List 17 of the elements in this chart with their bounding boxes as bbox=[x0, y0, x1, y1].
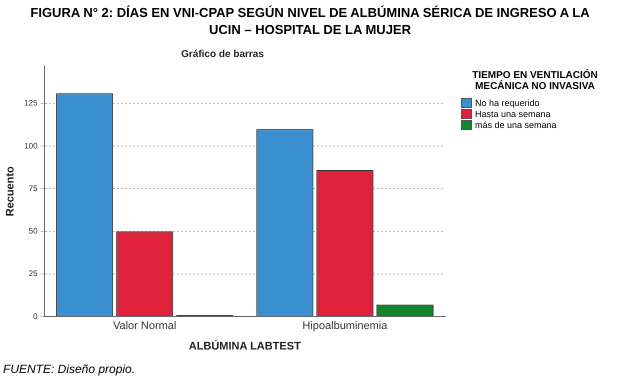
source-note: FUENTE: Diseño propio. bbox=[3, 362, 136, 376]
legend-label: Hasta una semana bbox=[475, 109, 551, 119]
legend-title: TIEMPO EN VENTILACIÓN MECÁNICA NO INVASIVA bbox=[471, 70, 599, 92]
chart-subtitle: Gráfico de barras bbox=[181, 48, 264, 60]
y-tick-label: 100 bbox=[24, 141, 38, 150]
y-tick-label: 0 bbox=[33, 312, 38, 321]
x-tick-label: Valor Normal bbox=[112, 320, 176, 332]
y-tick-label: 75 bbox=[28, 184, 38, 193]
y-tick-label: 25 bbox=[28, 269, 38, 278]
chart-title: FIGURA N° 2: DÍAS EN VNI-CPAP SEGÚN NIVEL DE ALBÚMINA SÉRICA DE INGRESO A LA UCIN – HOSPITAL DE LA MUJER bbox=[29, 4, 591, 38]
y-tick-label: 50 bbox=[28, 226, 38, 236]
legend-label: No ha requerido bbox=[475, 98, 540, 108]
x-axis-title: ALBÚMINA LABTEST bbox=[188, 339, 302, 352]
x-tick-label: Hipoalbuminemia bbox=[302, 320, 388, 332]
y-tick-label: 125 bbox=[24, 98, 38, 108]
legend-label: más de una semana bbox=[475, 120, 557, 130]
y-axis-title: Recuento bbox=[4, 166, 17, 216]
